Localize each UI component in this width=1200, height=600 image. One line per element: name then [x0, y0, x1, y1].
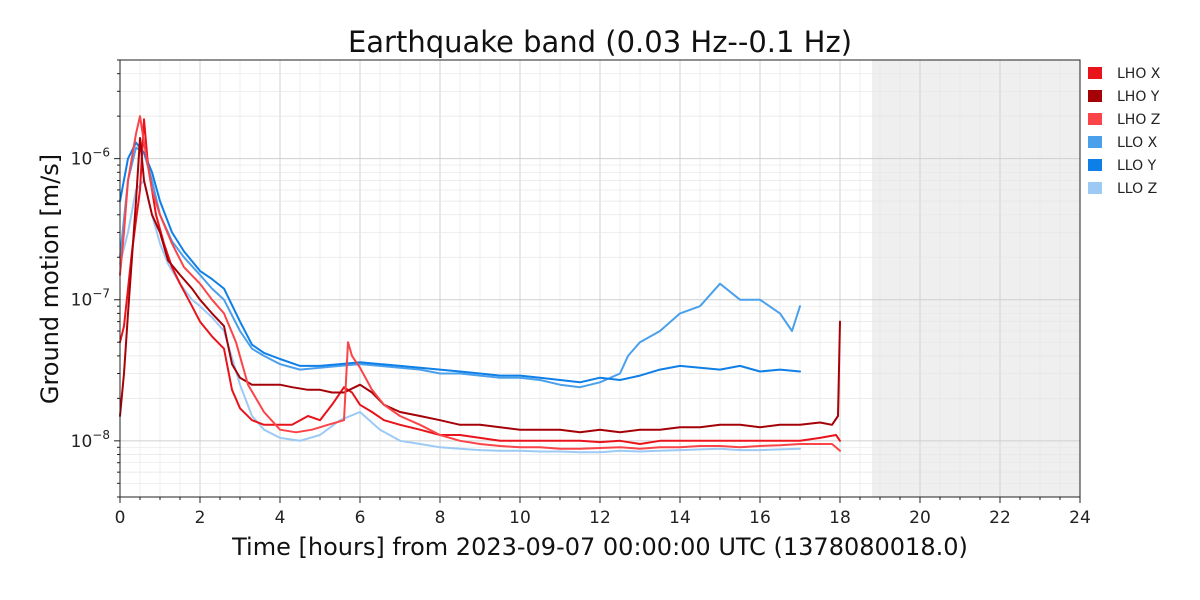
- legend: LHO X LHO Y LHO Z LLO X LLO Y LLO Z: [1088, 66, 1161, 197]
- legend-label-lho-y: LHO Y: [1117, 89, 1160, 105]
- legend-label-llo-z: LLO Z: [1117, 181, 1157, 197]
- y-tick-exponent: −7: [92, 287, 110, 301]
- chart-title: Earthquake band (0.03 Hz--0.1 Hz): [348, 25, 852, 59]
- x-tick-label: 14: [669, 508, 691, 528]
- x-tick-label: 24: [1069, 508, 1091, 528]
- x-tick-label: 8: [435, 508, 446, 528]
- y-tick-base: 10: [71, 432, 93, 452]
- legend-swatch-lho-y: [1088, 90, 1102, 102]
- y-tick-label: 10−7: [71, 287, 110, 311]
- x-tick-label: 6: [355, 508, 366, 528]
- y-tick-base: 10: [71, 150, 93, 170]
- legend-swatch-llo-x: [1088, 136, 1102, 148]
- x-tick-label: 12: [589, 508, 611, 528]
- shaded-region-layer: [872, 60, 1080, 497]
- series-line-lho-x: [119, 118, 841, 445]
- x-tick-label: 10: [509, 508, 531, 528]
- series-layer: [119, 115, 841, 454]
- series-line-llo-x: [119, 146, 801, 389]
- x-tick-labels: 0 2 4 6 8 10 12 14 16 18 20 22 24: [115, 508, 1091, 528]
- axes-layer: [114, 59, 1081, 503]
- y-tick-labels: 10−810−710−6: [71, 146, 110, 452]
- y-tick-base: 10: [71, 291, 93, 311]
- x-tick-label: 4: [275, 508, 286, 528]
- x-tick-label: 2: [195, 508, 206, 528]
- x-axis-label: Time [hours] from 2023-09-07 00:00:00 UT…: [231, 533, 968, 561]
- x-tick-label: 18: [829, 508, 851, 528]
- legend-label-llo-x: LLO X: [1117, 135, 1158, 151]
- y-tick-label: 10−6: [71, 146, 110, 170]
- legend-label-lho-x: LHO X: [1117, 66, 1161, 82]
- series-line-llo-y: [119, 141, 801, 384]
- x-tick-label: 0: [115, 508, 126, 528]
- y-tick-exponent: −8: [92, 428, 110, 442]
- no-data-shaded-region: [872, 60, 1080, 497]
- y-tick-label: 10−8: [71, 428, 110, 452]
- x-tick-label: 16: [749, 508, 771, 528]
- legend-label-lho-z: LHO Z: [1117, 112, 1160, 128]
- x-tick-label: 22: [989, 508, 1011, 528]
- x-tick-label: 20: [909, 508, 931, 528]
- series-line-lho-z: [119, 115, 841, 452]
- y-tick-exponent: −6: [92, 146, 110, 160]
- legend-swatch-llo-z: [1088, 182, 1102, 194]
- legend-swatch-llo-y: [1088, 159, 1102, 171]
- legend-swatch-lho-x: [1088, 67, 1102, 79]
- legend-swatch-lho-z: [1088, 113, 1102, 125]
- y-axis-label: Ground motion [m/s]: [36, 154, 64, 404]
- legend-label-llo-y: LLO Y: [1117, 158, 1157, 174]
